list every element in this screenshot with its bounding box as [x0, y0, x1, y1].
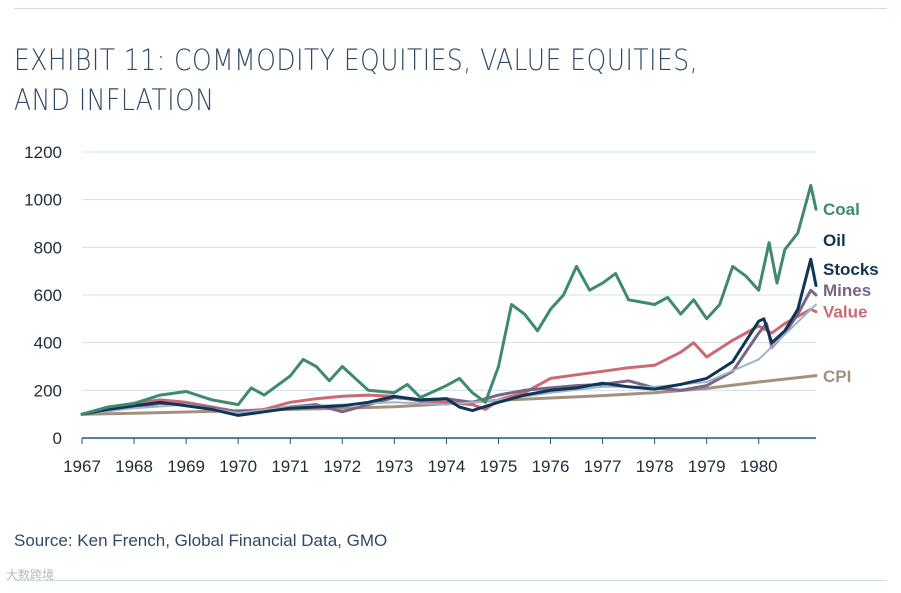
bottom-rule — [14, 580, 887, 581]
series-label-stocks: Stocks — [823, 260, 879, 279]
y-tick-label: 800 — [34, 238, 62, 257]
x-tick-label: 1973 — [375, 457, 413, 476]
page-title: EXHIBIT 11: COMMODITY EQUITIES, VALUE EQ… — [14, 43, 699, 117]
y-tick-label: 1200 — [24, 143, 62, 162]
x-tick-label: 1980 — [740, 457, 778, 476]
x-tick-label: 1970 — [219, 457, 257, 476]
x-tick-label: 1968 — [115, 457, 153, 476]
source-note: Source: Ken French, Global Financial Dat… — [14, 531, 388, 550]
series-label-value: Value — [823, 303, 867, 322]
y-tick-label: 200 — [34, 381, 62, 400]
x-tick-label: 1978 — [636, 457, 674, 476]
x-tick-label: 1975 — [480, 457, 518, 476]
x-tick-label: 1969 — [167, 457, 205, 476]
x-tick-label: 1979 — [688, 457, 726, 476]
watermark: 大数跨境 — [6, 568, 55, 582]
series-label-coal: Coal — [823, 200, 860, 219]
series-label-cpi: CPI — [823, 367, 851, 386]
x-tick-label: 1977 — [584, 457, 622, 476]
x-tick-label: 1967 — [63, 457, 101, 476]
y-tick-label: 1000 — [24, 191, 62, 210]
x-tick-label: 1974 — [427, 457, 465, 476]
series-line-mines — [80, 288, 818, 416]
y-tick-label: 400 — [34, 334, 62, 353]
y-tick-label: 0 — [53, 429, 62, 448]
top-rule — [14, 8, 887, 9]
x-tick-label: 1976 — [532, 457, 570, 476]
series-label-oil: Oil — [823, 231, 846, 250]
series-line-oil — [80, 257, 818, 417]
series-line-coal — [80, 183, 818, 416]
y-tick-label: 600 — [34, 286, 62, 305]
series-label-mines: Mines — [823, 281, 871, 300]
x-tick-label: 1971 — [271, 457, 309, 476]
x-tick-label: 1972 — [323, 457, 361, 476]
